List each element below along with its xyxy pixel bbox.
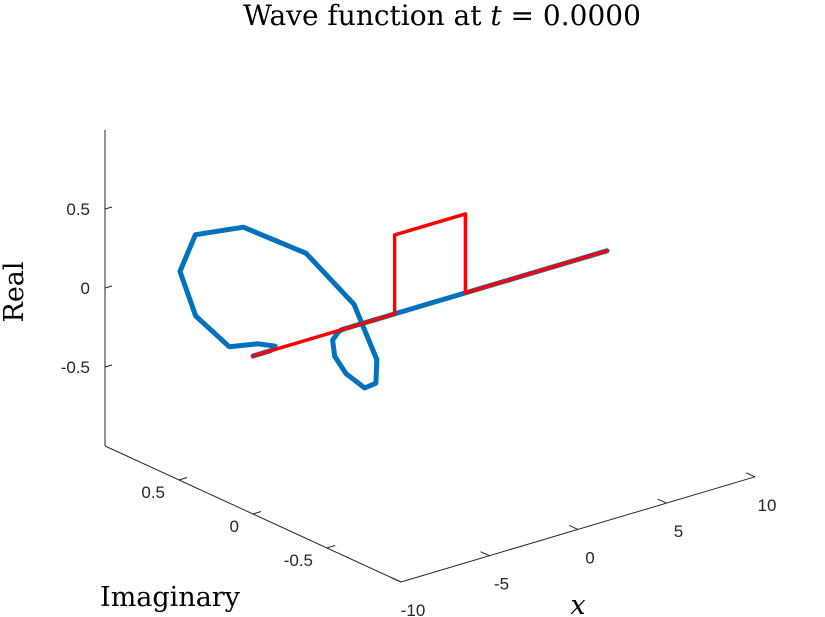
title-prefix: Wave function at	[243, 0, 490, 32]
x-tick-mark	[657, 498, 667, 504]
x-tick-mark	[745, 472, 756, 478]
y-tick-mark	[252, 511, 262, 515]
z-tick-mark	[104, 206, 113, 210]
title-variable: t	[490, 0, 502, 32]
chart-title: Wave function at t = 0.0000	[243, 0, 641, 32]
z-tick-mark	[104, 285, 113, 289]
x-tick-mark	[480, 551, 490, 557]
x-tick-mark	[568, 524, 579, 530]
axes	[104, 130, 756, 583]
tick-labels: -0.5 0 0.5 -0.5 0 0.5 -10 -5 0 5 10	[61, 200, 777, 617]
title-suffix: = 0.0000	[502, 0, 641, 32]
x-tick-label: -5	[494, 575, 509, 594]
y-tick-label: -0.5	[284, 551, 313, 570]
y-tick-label: 0	[230, 517, 239, 536]
z-axis-label: Real	[0, 261, 30, 322]
x-tick-label: -10	[401, 601, 426, 617]
z-tick-label: -0.5	[61, 358, 90, 377]
y-axis-label: Imaginary	[100, 582, 241, 613]
y-tick-mark	[178, 477, 188, 481]
z-tick-label: 0	[81, 279, 90, 298]
x-axis-label: x	[570, 590, 585, 617]
x-tick-mark	[391, 577, 402, 583]
x-tick-label: 10	[758, 496, 777, 515]
x-tick-label: 0	[585, 548, 594, 567]
x-tick-label: 5	[674, 522, 683, 541]
y-tick-mark	[326, 545, 336, 549]
plot-area	[177, 212, 610, 391]
z-tick-mark	[104, 364, 113, 368]
y-tick-label: 0.5	[141, 483, 165, 502]
z-tick-label: 0.5	[66, 200, 90, 219]
series-barrier-line	[251, 212, 609, 358]
